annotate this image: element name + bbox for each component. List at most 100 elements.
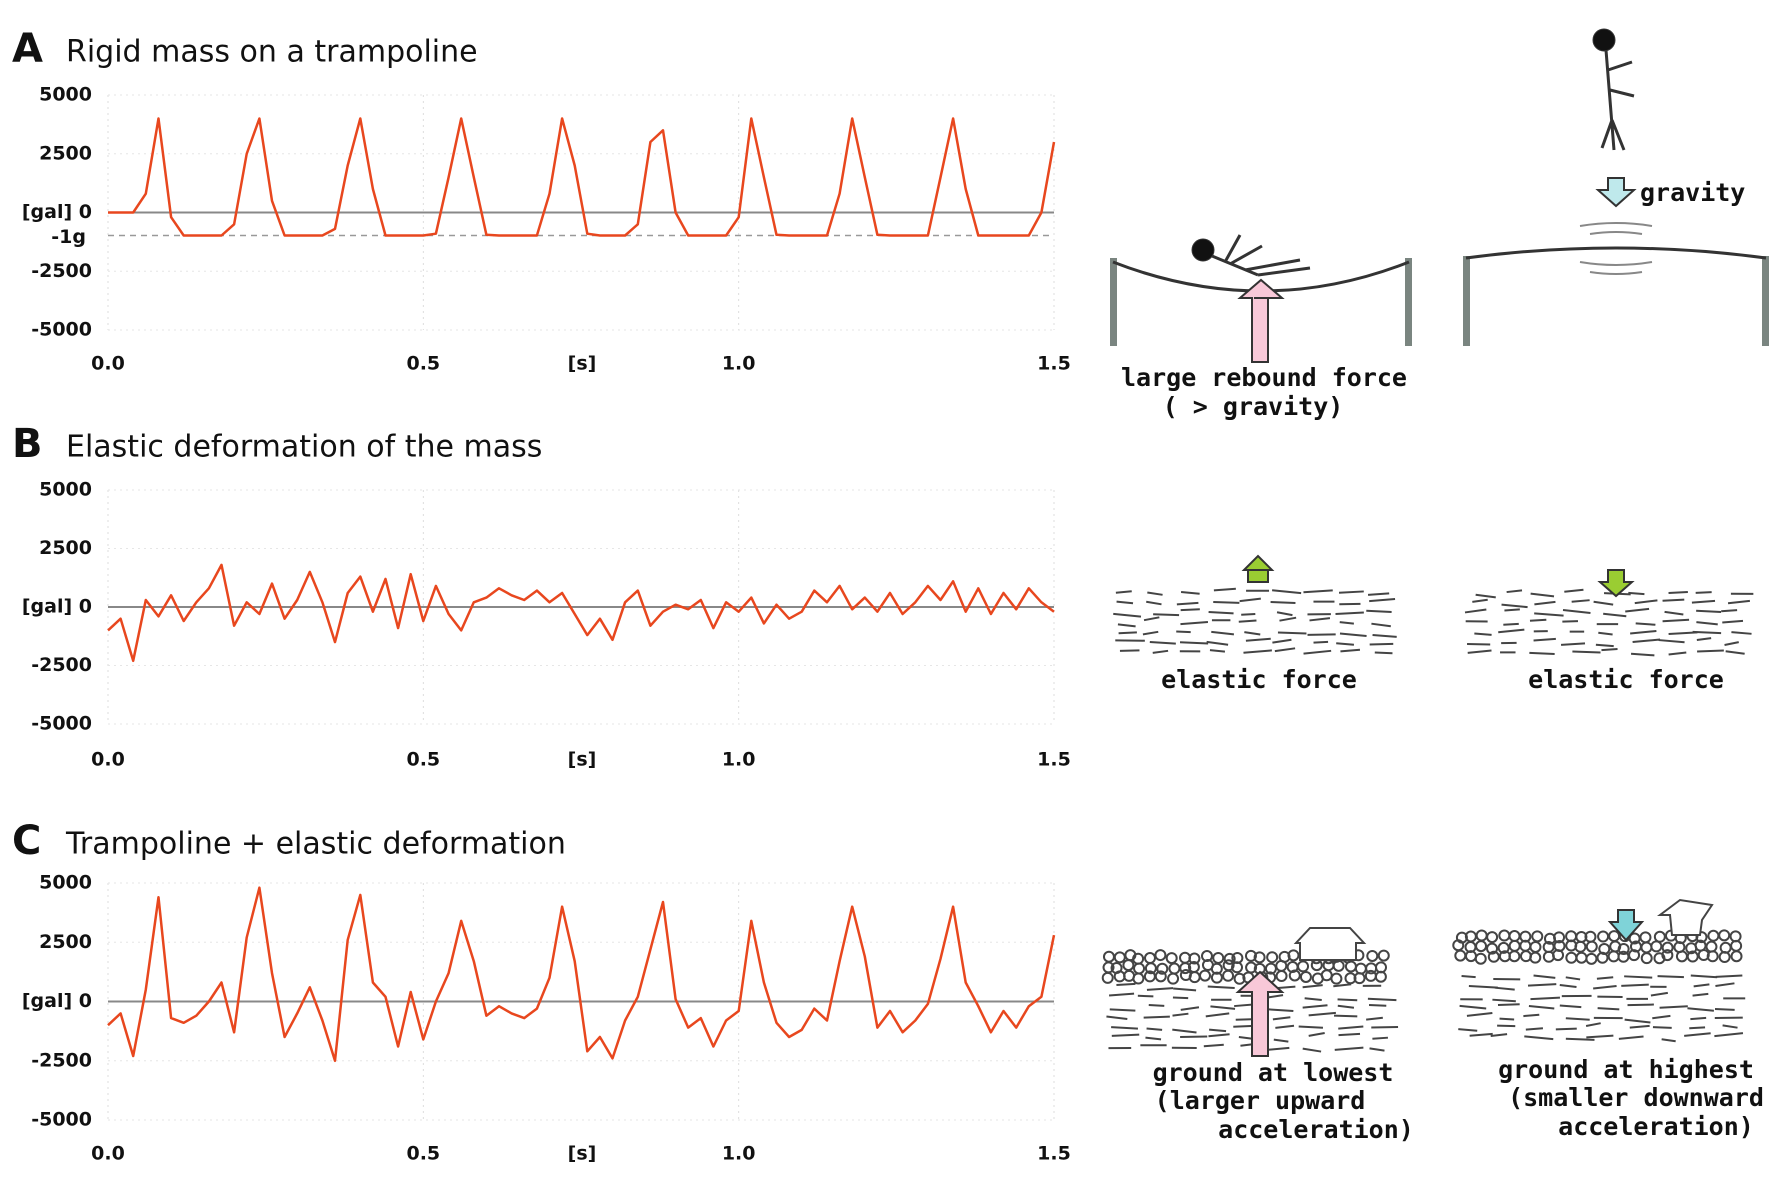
ground-stroke — [1272, 1016, 1291, 1021]
ground-stroke — [1571, 599, 1590, 603]
pebble — [1253, 951, 1266, 964]
ground-stroke — [1334, 1046, 1364, 1051]
ground-stroke — [1137, 994, 1154, 998]
pebble — [1245, 961, 1258, 974]
y-tick-label: 2500 — [39, 537, 92, 559]
y-tick-label: 5000 — [39, 872, 92, 894]
ground-stroke — [1111, 1026, 1139, 1030]
ground-stroke — [1213, 601, 1240, 604]
ground-stroke — [1689, 1026, 1706, 1030]
ground-stroke — [1209, 1028, 1227, 1033]
pebble — [1565, 951, 1578, 964]
chart-title: Rigid mass on a trampoline — [66, 35, 478, 70]
ground-stroke — [1529, 618, 1547, 622]
ground-stroke — [1523, 1013, 1540, 1018]
ground-stroke — [1115, 590, 1132, 594]
pebble — [1375, 961, 1388, 974]
pebble — [1113, 951, 1126, 964]
diagram-label: gravity — [1640, 178, 1745, 207]
pebble — [1366, 949, 1379, 962]
pebble — [1200, 950, 1213, 963]
ground-stroke — [1272, 589, 1302, 595]
ground-stroke — [1153, 613, 1180, 617]
trampoline-sag — [1110, 234, 1412, 363]
pebble — [1475, 940, 1488, 953]
ground-stroke — [1715, 974, 1743, 978]
ground-stroke — [1629, 1024, 1650, 1029]
pebble — [1122, 959, 1135, 972]
ground-stroke — [1627, 1003, 1654, 1007]
ground-stroke — [1337, 1004, 1355, 1009]
y-tick-label: 5000 — [39, 479, 92, 501]
ground-stroke — [1632, 638, 1661, 643]
ground-stroke — [1461, 975, 1476, 979]
ground-stroke — [1467, 642, 1491, 646]
diagram-label: (larger upward — [1155, 1086, 1366, 1115]
y-tick-label: 2500 — [39, 931, 92, 953]
pebble — [1264, 962, 1277, 975]
data-line — [108, 117, 1056, 237]
pebble — [1102, 950, 1115, 963]
ground-stroke — [1143, 1015, 1170, 1019]
ground-stroke — [1207, 985, 1235, 989]
ground-stroke — [1239, 597, 1261, 603]
x-tick-label: 1.0 — [722, 353, 756, 375]
x-tick-label: 0.5 — [406, 749, 440, 771]
pebble — [1729, 930, 1742, 943]
ground-stroke — [1650, 991, 1668, 997]
x-tick-label: 0.0 — [91, 353, 125, 375]
ground-stroke — [1533, 974, 1556, 979]
ground-stroke — [1180, 591, 1200, 595]
diagram-label: ( > gravity) — [1163, 392, 1344, 421]
pebble — [1299, 970, 1312, 983]
y-tick-label: -2500 — [31, 260, 92, 282]
ground-stroke — [1595, 643, 1614, 648]
ground-stroke — [1524, 1035, 1554, 1041]
ground-stroke — [1458, 1028, 1478, 1032]
pebble — [1705, 940, 1718, 953]
ground-stroke — [1503, 622, 1519, 626]
ground-stroke — [1652, 1026, 1672, 1029]
pebble — [1132, 972, 1145, 985]
ground-stroke — [1634, 599, 1658, 605]
ground-stroke — [1244, 631, 1261, 636]
ground-stroke — [1149, 640, 1176, 645]
ground-stroke — [1601, 648, 1618, 652]
ground-stroke — [1367, 592, 1390, 596]
ground-stroke — [1203, 1043, 1224, 1048]
ground-stroke — [1714, 1032, 1744, 1038]
ground-stroke — [1302, 984, 1323, 989]
ground-stroke — [1338, 590, 1364, 594]
ground-stroke — [1664, 610, 1684, 616]
ground-stroke — [1565, 1017, 1590, 1021]
pebble — [1330, 972, 1343, 985]
ground-stroke — [1652, 1014, 1671, 1020]
ground-stroke — [1475, 593, 1496, 599]
diagram-label: large rebound force — [1121, 363, 1407, 392]
ground-stroke — [1494, 986, 1515, 991]
pebble — [1167, 972, 1180, 985]
pebble — [1101, 971, 1114, 984]
y-tick-label: [gal] 0 — [22, 990, 92, 1012]
ground-stroke — [1143, 616, 1160, 622]
ground-stroke — [1727, 599, 1751, 605]
pebble — [1297, 960, 1310, 973]
x-tick-label: 0.0 — [91, 1143, 125, 1165]
pebble — [1519, 930, 1532, 943]
ground-stroke — [1333, 983, 1352, 988]
pebble — [1154, 949, 1167, 962]
ground-stroke — [1593, 984, 1617, 990]
ground-stroke — [1731, 631, 1752, 635]
pebble — [1718, 929, 1731, 942]
pebble — [1607, 950, 1620, 963]
ground-stroke — [1372, 633, 1397, 638]
pebble — [1266, 951, 1279, 964]
ground-stroke — [1597, 1007, 1620, 1011]
y-tick-label: -2500 — [31, 1049, 92, 1071]
pebble — [1143, 952, 1156, 965]
ground-stroke — [1366, 609, 1392, 613]
ground-stroke — [1368, 1004, 1387, 1007]
pebble — [1154, 970, 1167, 983]
ground-stroke — [1565, 976, 1581, 981]
ground-stroke — [1333, 1014, 1358, 1018]
